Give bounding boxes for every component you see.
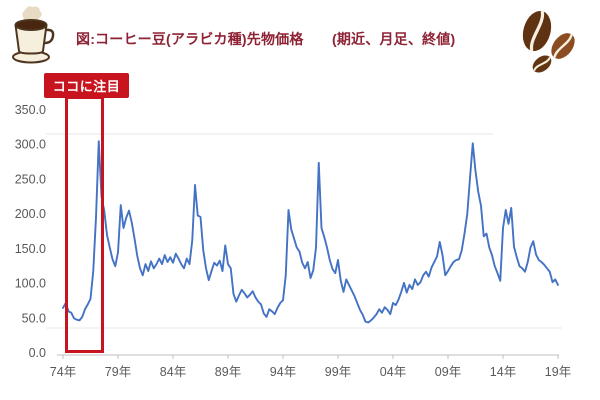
coffee-cup-icon [12, 6, 55, 64]
x-tick-label: 84年 [160, 365, 186, 379]
x-tick-label: 99年 [325, 365, 351, 379]
x-tick-label: 94年 [270, 365, 296, 379]
x-tick-label: 14年 [490, 365, 516, 379]
y-tick-label: 200.0 [15, 207, 46, 221]
annotation-callout: ココに注目 [44, 73, 129, 98]
x-tick-label: 89年 [215, 365, 241, 379]
y-tick-label: 250.0 [15, 172, 46, 186]
x-tick-label: 19年 [545, 365, 571, 379]
x-tick-label: 79年 [105, 365, 131, 379]
y-tick-label: 100.0 [15, 277, 46, 291]
chart-title: 図:コーヒー豆(アラビカ種)先物価格 (期近、月足、終値) [76, 31, 456, 47]
x-tick-label: 09年 [435, 365, 461, 379]
coffee-beans-icon [522, 10, 575, 73]
bean-medium-icon [551, 33, 575, 59]
y-tick-label: 0.0 [29, 346, 46, 360]
highlight-rectangle [65, 96, 104, 353]
y-tick-label: 300.0 [15, 138, 46, 152]
price-line [62, 140, 559, 324]
y-tick-label: 50.0 [22, 311, 46, 325]
y-tick-label: 350.0 [15, 103, 46, 117]
bean-large-icon [522, 10, 552, 52]
x-tick-label: 74年 [50, 365, 76, 379]
steam-icon [22, 6, 42, 22]
bean-small-icon [532, 55, 552, 73]
y-tick-label: 150.0 [15, 242, 46, 256]
x-tick-label: 04年 [380, 365, 406, 379]
